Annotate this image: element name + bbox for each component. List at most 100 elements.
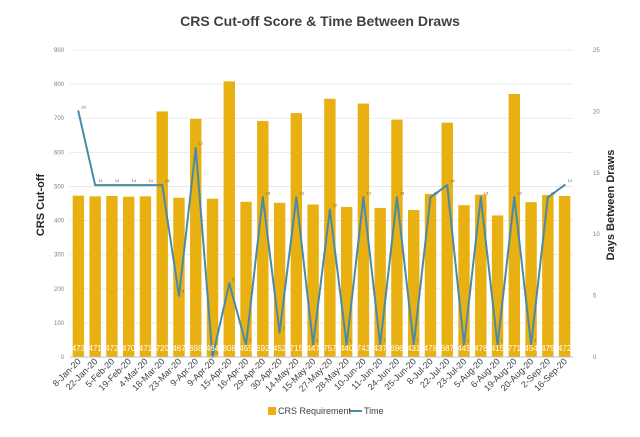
bar-value-label: 470 xyxy=(122,344,136,353)
time-point xyxy=(462,343,466,346)
bar-value-label: 471 xyxy=(139,344,153,353)
time-value-label: 5 xyxy=(182,289,185,294)
time-value-label: 13 xyxy=(484,190,489,195)
y-tick-label: 500 xyxy=(54,184,65,190)
gridlines xyxy=(70,49,573,358)
time-point xyxy=(244,343,248,346)
bar xyxy=(206,198,219,357)
time-point xyxy=(546,196,549,199)
time-point xyxy=(328,208,331,211)
bar xyxy=(139,196,152,357)
y-tick-label: 700 xyxy=(54,116,65,122)
time-point xyxy=(177,294,181,297)
bar-value-label: 692 xyxy=(256,344,270,353)
bar-value-label: 437 xyxy=(374,344,388,353)
time-value-label: 1 xyxy=(350,338,353,343)
bar xyxy=(273,202,286,357)
bar-value-label: 743 xyxy=(357,344,371,353)
bar-value-label: 454 xyxy=(524,344,538,353)
bar-value-label: 445 xyxy=(457,344,471,353)
bar xyxy=(458,205,470,357)
time-value-label: 6 xyxy=(232,276,235,281)
y-tick-label: 800 xyxy=(54,82,65,88)
time-value-label: 14 xyxy=(98,178,103,183)
bar-value-label: 472 xyxy=(558,344,572,353)
y-tick-label: 600 xyxy=(54,150,65,156)
bar xyxy=(190,118,202,357)
bar xyxy=(475,194,487,357)
time-value-label: 14 xyxy=(148,178,153,183)
time-point xyxy=(529,343,533,346)
time-point xyxy=(312,343,315,346)
bar xyxy=(290,113,303,357)
time-line xyxy=(77,111,566,358)
bar-value-label: 771 xyxy=(508,344,522,353)
bar xyxy=(122,196,135,357)
time-value-label: 0 xyxy=(216,350,219,355)
time-point xyxy=(429,196,432,199)
y-tick-label: 0 xyxy=(61,355,65,361)
bar xyxy=(307,204,319,357)
y-axis-right: 0 5 10 15 20 25 xyxy=(593,48,600,361)
legend-bar-label: CRS Requirement xyxy=(278,406,352,416)
time-point xyxy=(345,343,348,346)
time-value-label: 13 xyxy=(299,190,304,195)
y-axis-title: CRS Cut-off xyxy=(35,174,47,237)
bar-value-label: 471 xyxy=(88,344,102,353)
bar-value-label: 472 xyxy=(105,344,119,353)
y2-tick-label: 15 xyxy=(593,171,600,177)
y2-tick-label: 25 xyxy=(593,48,600,54)
time-point xyxy=(278,331,281,334)
legend: CRS Requirement Time xyxy=(268,406,384,416)
bar-value-label: 440 xyxy=(340,344,354,353)
bar xyxy=(391,119,403,357)
y-tick-label: 200 xyxy=(54,287,65,293)
data-labels: 473 471 472 470 471 720 467 698 464 808 455 692 452 7… xyxy=(72,104,573,355)
time-value-label: 1 xyxy=(417,338,420,343)
bar xyxy=(491,215,504,357)
time-point xyxy=(194,147,197,150)
time-value-label: 1 xyxy=(467,338,470,343)
y-tick-label: 400 xyxy=(54,219,65,225)
time-value-label: 14 xyxy=(568,178,573,183)
time-point xyxy=(295,196,298,199)
time-point xyxy=(379,343,382,346)
bar xyxy=(223,81,235,357)
bar xyxy=(72,195,85,357)
y-tick-label: 300 xyxy=(54,253,65,259)
time-value-label: 14 xyxy=(450,178,455,183)
bar-value-label: 431 xyxy=(407,344,421,353)
bar xyxy=(508,94,521,358)
bar xyxy=(257,120,269,357)
y2-tick-label: 0 xyxy=(593,355,597,361)
time-point xyxy=(161,183,164,187)
time-point xyxy=(446,183,449,187)
time-value-label: 1 xyxy=(534,338,537,343)
bar-value-label: 808 xyxy=(223,344,237,353)
time-value-label: 12 xyxy=(333,203,338,208)
time-value-label: 13 xyxy=(433,190,438,195)
time-value-label: 1 xyxy=(316,338,319,343)
bar-value-label: 715 xyxy=(290,344,304,353)
bar-value-label: 464 xyxy=(206,344,220,353)
y2-axis-title: Days Between Draws xyxy=(605,150,617,261)
bar-value-label: 447 xyxy=(306,344,320,353)
time-value-label: 20 xyxy=(81,104,86,109)
bar xyxy=(374,207,386,357)
bar-value-label: 475 xyxy=(541,344,555,353)
y-tick-label: 900 xyxy=(54,48,65,54)
time-point xyxy=(479,196,482,199)
bar xyxy=(525,202,537,357)
time-point xyxy=(94,183,97,187)
y-tick-label: 100 xyxy=(54,321,65,327)
y2-tick-label: 5 xyxy=(593,294,597,300)
time-point xyxy=(110,183,114,187)
time-value-label: 1 xyxy=(249,338,252,343)
legend-line-label: Time xyxy=(364,406,384,416)
bar xyxy=(156,111,168,358)
bar-value-label: 452 xyxy=(273,344,287,353)
time-point xyxy=(228,282,231,285)
bar-value-label: 478 xyxy=(424,344,438,353)
time-value-label: 1 xyxy=(501,338,504,343)
